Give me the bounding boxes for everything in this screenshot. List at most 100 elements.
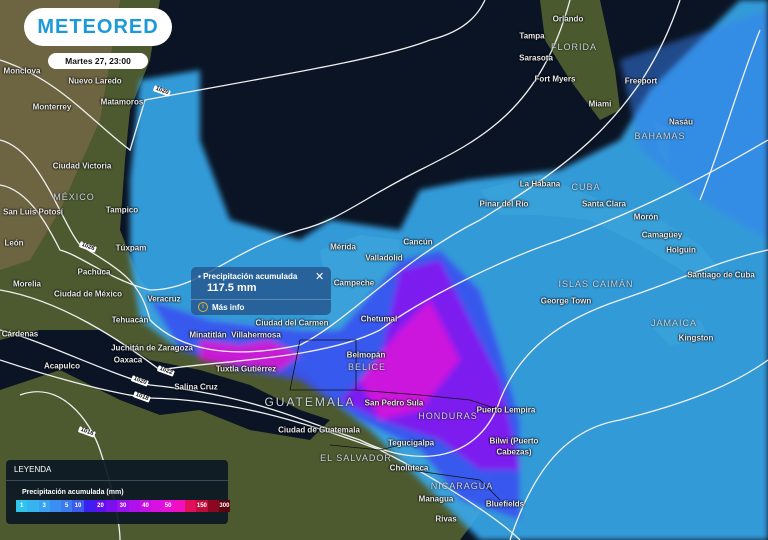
legend-bin: 300 (218, 500, 231, 512)
borders (289, 339, 501, 501)
city-label: Chetumal (360, 314, 398, 324)
city-label: Tuxtla Gutiérrez (215, 364, 277, 374)
popup-title-row: ▪ Precipitación acumulada (198, 272, 297, 281)
meteored-logo[interactable]: METEORED (24, 8, 172, 46)
legend-title: LEYENDA (14, 465, 52, 474)
legend-bin (27, 500, 39, 512)
city-label: Tehuacán (111, 315, 149, 325)
more-info-label: Más info (212, 302, 245, 312)
precipitation-layer (130, 0, 768, 540)
city-label: Choluteca (389, 463, 429, 473)
country-label: EL SALVADOR (320, 453, 392, 463)
legend-bin: 40 (139, 500, 152, 512)
city-label: Santiago de Cuba (687, 270, 755, 280)
city-label: Tampico (105, 205, 139, 215)
city-label: Ciudad del Carmen (255, 318, 329, 328)
city-label: Ciudad de México (53, 289, 123, 299)
country-label: NICARAGUA (430, 481, 494, 491)
forecast-datetime[interactable]: Martes 27, 23:00 (48, 53, 148, 69)
legend-bin (128, 500, 140, 512)
country-label: MÉXICO (53, 192, 95, 202)
city-label: Bilwi (Puerto (489, 436, 539, 446)
city-label: Oaxaca (113, 355, 143, 365)
country-label: JAMAICA (650, 318, 698, 328)
city-label: Camagüey (641, 230, 683, 240)
city-label: Monclova (3, 66, 41, 76)
city-label: San Pedro Sula (364, 398, 424, 408)
legend-bin: 30 (117, 500, 129, 512)
divider (191, 299, 331, 300)
city-label: Managua (418, 494, 454, 504)
city-label: Cabezas) (496, 447, 532, 457)
city-label: Juchitán de Zaragoza (111, 343, 193, 353)
country-label: BAHAMAS (634, 131, 686, 141)
legend-bin (106, 500, 118, 512)
city-label: Santa Clara (581, 199, 627, 209)
city-label: Holguín (666, 245, 696, 255)
city-label: Campeche (333, 278, 375, 288)
legend-subtitle: Precipitación acumulada (mm) (22, 489, 124, 496)
city-label: Matamoros (100, 97, 144, 107)
city-label: George Town (540, 296, 592, 306)
city-label: Pachuca (77, 267, 111, 277)
city-label: Kingston (678, 333, 714, 343)
city-label: Bluefields (485, 499, 525, 509)
city-label: Ciudad de Guatemala (278, 425, 360, 435)
city-label: Valladolid (365, 253, 403, 263)
city-label: Rivas (435, 514, 457, 524)
city-label: León (4, 238, 24, 248)
legend-bin: 5 (61, 500, 73, 512)
city-label: Cancún (403, 237, 433, 247)
city-label: Morelia (12, 279, 42, 289)
legend-bin (151, 500, 163, 512)
rain-gauge-icon: ▪ (198, 272, 204, 281)
more-info-link[interactable]: i Más info (198, 302, 244, 312)
legend-bin (184, 500, 197, 512)
country-label: GUATEMALA (264, 395, 356, 409)
city-label: Miami (588, 99, 612, 109)
legend-bin: 10 (72, 500, 84, 512)
country-label: HONDURAS (418, 411, 478, 421)
city-label: Acapulco (43, 361, 81, 371)
city-label: San Luis Potosí (2, 207, 64, 217)
city-label: Tegucigalpa (387, 438, 435, 448)
city-label: Túxpam (115, 243, 147, 253)
city-label: Ciudad Victoria (52, 161, 112, 171)
legend-bin: 3 (38, 500, 50, 512)
city-label: Cárdenas (1, 329, 39, 339)
city-label: Fort Myers (534, 74, 576, 84)
city-label: Morón (633, 212, 659, 222)
country-label: CUBA (571, 182, 601, 192)
city-label: Freeport (624, 76, 658, 86)
close-icon[interactable]: ✕ (315, 271, 325, 283)
city-label: Mérida (330, 242, 356, 252)
city-label: Orlando (552, 14, 584, 24)
city-label: La Habana (519, 179, 561, 189)
popup-value: 117.5 mm (207, 282, 257, 294)
city-label: Nuevo Laredo (68, 76, 122, 86)
country-label: BELICE (347, 362, 387, 372)
city-label: Minatitlán (189, 330, 227, 340)
legend-bin (207, 500, 219, 512)
country-label: ISLAS CAIMÁN (558, 279, 634, 289)
info-icon: i (198, 302, 208, 312)
legend-bin: 150 (196, 500, 208, 512)
legend-bin (49, 500, 62, 512)
city-label: Sarasota (519, 53, 553, 63)
popup-title: Precipitación acumulada (203, 272, 298, 281)
legend-bin (173, 500, 185, 512)
city-label: Nasáu (668, 117, 694, 127)
country-label: FLORIDA (550, 42, 598, 52)
legend-color-scale: 1 3 5 10 20 30 40 50 150 300 (16, 500, 231, 512)
city-label: Puerto Lempira (476, 405, 536, 415)
legend-bin (83, 500, 95, 512)
precipitation-popup: ▪ Precipitación acumulada 117.5 mm ✕ i Má… (191, 267, 331, 315)
legend-bin: 50 (162, 500, 174, 512)
city-label: Veracruz (147, 294, 181, 304)
city-label: Villahermosa (231, 330, 281, 340)
city-label: Belmopán (346, 350, 386, 360)
legend-bin: 1 (16, 500, 28, 512)
city-label: Salina Cruz (174, 382, 218, 392)
